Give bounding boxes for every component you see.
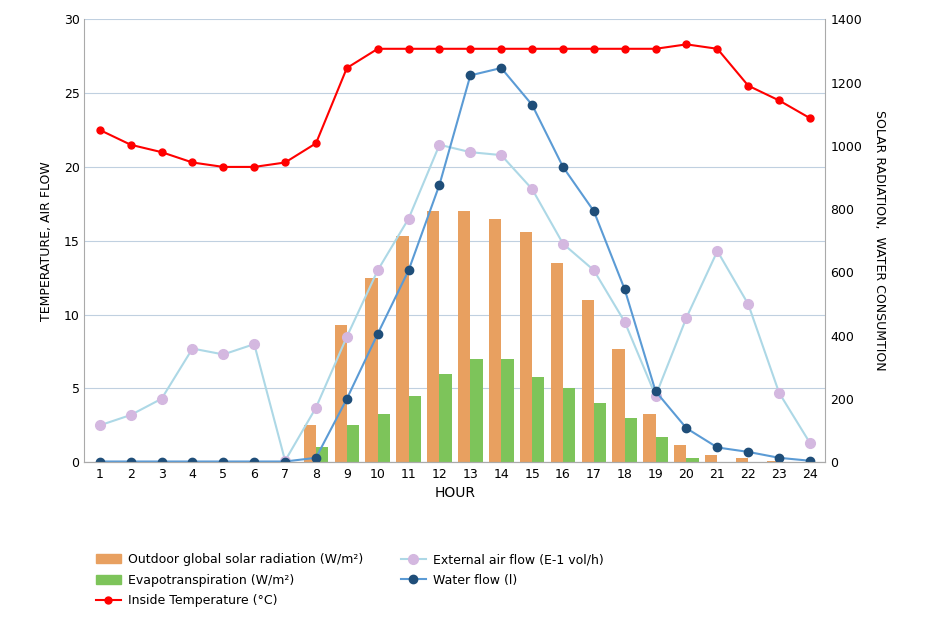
Bar [409,395,421,462]
Legend: Outdoor global solar radiation (W/m²), Evapotranspiration (W/m²), Inside Tempera: Outdoor global solar radiation (W/m²), E… [91,548,609,612]
Bar [304,425,316,462]
Bar [316,447,328,462]
Bar [687,458,699,462]
Bar [532,377,544,462]
Bar [427,211,440,462]
Bar [347,425,359,462]
Bar [736,458,749,462]
Bar [643,413,656,462]
Bar [520,232,532,462]
Bar [335,325,347,462]
Bar [766,461,779,462]
Bar [674,444,687,462]
Bar [613,349,625,462]
Bar [396,236,409,462]
X-axis label: HOUR: HOUR [434,487,476,500]
Bar [440,374,452,462]
Y-axis label: TEMPERATURE, AIR FLOW: TEMPERATURE, AIR FLOW [39,161,53,320]
Y-axis label: SOLAR RADIATION,  WATER CONSUMTION: SOLAR RADIATION, WATER CONSUMTION [873,110,886,371]
Bar [366,277,378,462]
Bar [582,300,594,462]
Bar [551,263,563,462]
Bar [501,359,514,462]
Bar [458,211,470,462]
Bar [470,359,483,462]
Bar [705,455,718,462]
Bar [489,218,501,462]
Bar [594,403,606,462]
Bar [378,413,390,462]
Bar [625,418,637,462]
Bar [563,388,575,462]
Bar [656,437,668,462]
